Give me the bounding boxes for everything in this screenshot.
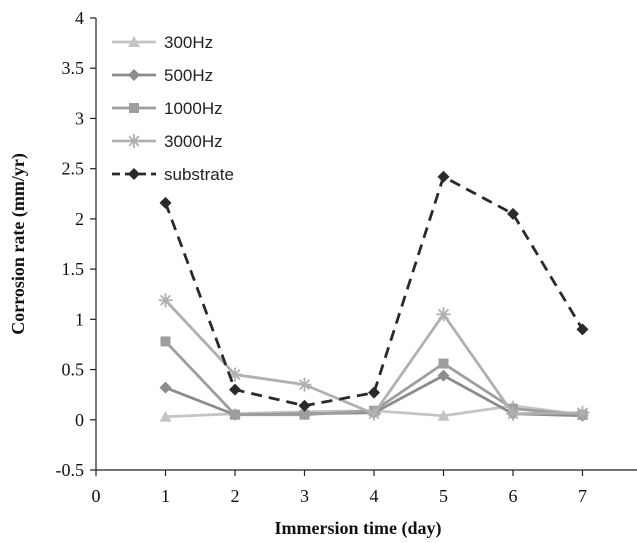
y-tick-label: 1.5 <box>62 259 85 279</box>
y-tick-label: 4 <box>75 8 84 28</box>
data-point <box>437 170 450 183</box>
data-point <box>299 409 310 420</box>
y-tick-label: 2.5 <box>62 159 85 179</box>
axes: -0.5 0 0.5 1 1.5 2 2.5 3 3.5 4 0 1 2 3 4 5 6 7 <box>56 8 637 506</box>
data-point <box>158 293 173 308</box>
data-point <box>297 377 312 392</box>
data-point <box>437 409 450 421</box>
x-tick-label: 6 <box>509 486 518 506</box>
data-point <box>368 386 380 399</box>
legend-marker <box>129 103 139 113</box>
x-tick-label: 7 <box>578 486 587 506</box>
data-point <box>229 383 241 396</box>
legend-label: 500Hz <box>164 66 213 85</box>
data-point <box>438 358 449 369</box>
series-line <box>164 340 583 417</box>
legend-label: 300Hz <box>164 33 213 52</box>
x-axis-title: Immersion time (day) <box>275 518 442 539</box>
y-tick-label: 0.5 <box>62 360 85 380</box>
data-point <box>507 207 519 220</box>
y-tick-label: -0.5 <box>56 460 85 480</box>
x-tick-label: 4 <box>370 486 379 506</box>
series-3000hz <box>158 293 590 421</box>
data-point <box>506 406 520 421</box>
data-point <box>159 381 172 394</box>
legend-marker <box>128 168 140 180</box>
series-line <box>164 175 584 408</box>
data-point <box>436 307 451 322</box>
legend-marker <box>127 134 141 148</box>
y-tick-label: 2 <box>75 209 84 229</box>
series-layer <box>158 170 590 422</box>
legend-item: 500Hz <box>112 66 213 85</box>
data-point <box>159 196 172 209</box>
data-point <box>159 410 172 422</box>
x-tick-label: 2 <box>231 486 240 506</box>
y-tick-label: 1 <box>75 309 84 329</box>
data-point <box>230 409 240 420</box>
legend-label: 1000Hz <box>164 99 223 118</box>
legend-item: substrate <box>112 165 234 184</box>
x-tick-label: 3 <box>300 486 309 506</box>
legend-marker <box>128 69 140 81</box>
legend-marker <box>128 36 140 47</box>
y-tick-label: 3 <box>75 108 84 128</box>
x-tick-label: 1 <box>161 486 170 506</box>
legend-label: substrate <box>164 165 234 184</box>
legend: 300Hz 500Hz 1000Hz 3000Hz substrate <box>112 33 234 184</box>
data-point <box>576 323 589 336</box>
data-point <box>575 405 590 420</box>
data-point <box>160 336 171 347</box>
legend-label: 3000Hz <box>164 132 223 151</box>
series-substrate <box>159 170 589 412</box>
y-tick-label: 3.5 <box>62 58 85 78</box>
x-tick-label: 0 <box>92 486 101 506</box>
legend-item: 300Hz <box>112 33 213 52</box>
data-point <box>437 369 450 382</box>
x-tick-label: 5 <box>439 486 448 506</box>
data-point <box>298 399 311 412</box>
y-tick-label: 0 <box>75 410 84 430</box>
legend-item: 3000Hz <box>112 132 223 151</box>
y-axis-title: Corrosion rate (mm/yr) <box>8 153 29 335</box>
legend-item: 1000Hz <box>112 99 223 118</box>
data-point <box>367 406 381 421</box>
